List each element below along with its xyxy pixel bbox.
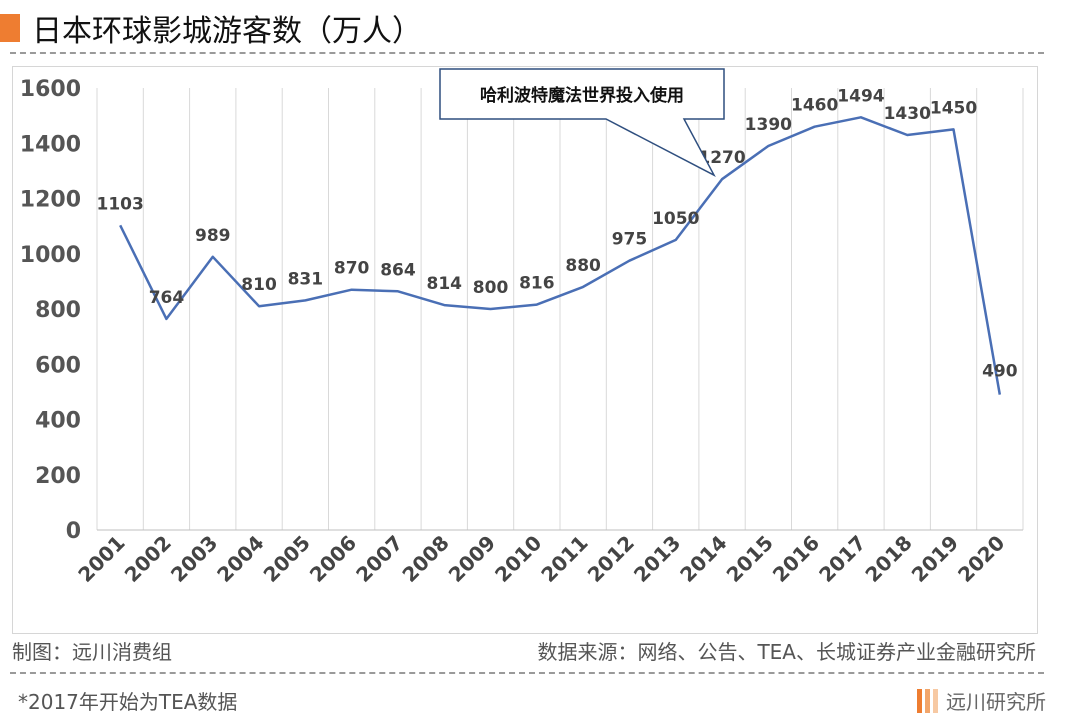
series-line [119,116,1002,395]
y-tick-label: 400 [35,409,81,434]
y-tick-label: 1600 [20,77,81,102]
y-tick-label: 1400 [20,132,81,157]
x-tick-label: 2018 [860,531,916,587]
brand-logo: 远川研究所 [917,686,1046,715]
x-tick-label: 2015 [722,531,778,587]
x-tick-label: 2019 [907,531,963,587]
data-label: 831 [288,269,324,289]
data-label: 880 [565,256,601,276]
line-chart: 0200400600800100012001400160020012002200… [20,68,1024,587]
x-tick-label: 2003 [166,531,222,587]
data-label: 975 [612,230,648,250]
divider-bottom [10,672,1044,674]
made-by-text: 制图：远川消费组 [12,640,172,664]
x-tick-label: 2005 [259,531,315,587]
data-label: 870 [334,259,370,279]
data-label: 1430 [884,104,931,124]
x-tick-label: 2007 [351,531,407,587]
data-label: 989 [195,226,231,246]
y-tick-label: 800 [35,298,81,323]
data-label: 816 [519,274,555,294]
data-label: 1050 [652,209,699,229]
footnote: *2017年开始为TEA数据 [18,690,238,714]
x-tick-label: 2016 [768,531,824,587]
data-label: 800 [473,278,509,298]
page-title: 日本环球影城游客数（万人） [32,14,422,49]
y-tick-label: 1200 [20,188,81,213]
x-tick-label: 2011 [536,531,592,587]
data-label: 490 [982,362,1018,382]
y-tick-label: 200 [35,464,81,489]
x-tick-label: 2013 [629,531,685,587]
data-label: 1270 [698,148,745,168]
x-tick-label: 2004 [212,531,268,587]
y-tick-label: 0 [66,519,81,544]
data-label: 1390 [745,115,792,135]
x-tick-label: 2009 [444,531,500,587]
x-tick-label: 2002 [120,531,176,587]
y-tick-label: 600 [35,353,81,378]
x-tick-label: 2001 [73,531,129,587]
data-label: 1494 [837,86,884,106]
x-tick-label: 2012 [583,531,639,587]
data-label: 764 [149,288,185,308]
data-label: 1450 [930,98,977,118]
x-tick-label: 2010 [490,531,546,587]
x-tick-label: 2006 [305,531,361,587]
chart-frame: 0 200 400 600 800 1000 1200 1400 1600 2001 2002 200… [12,66,1038,634]
data-label: 810 [241,275,277,295]
x-tick-label: 2020 [953,531,1009,587]
annotation-callout [439,68,725,177]
data-label: 1460 [791,96,838,116]
x-tick-label: 2014 [675,531,731,587]
x-tick-label: 2017 [814,531,870,587]
y-tick-label: 1000 [20,243,81,268]
data-label: 1103 [96,194,143,214]
source-text: 数据来源：网络、公告、TEA、长城证券产业金融研究所 [537,640,1036,664]
data-label: 864 [380,260,416,280]
logo-bars-icon [917,688,938,713]
annotation-text: 哈利波特魔法世界投入使用 [480,85,684,106]
data-label: 814 [427,274,463,294]
x-tick-label: 2008 [397,531,453,587]
logo-text: 远川研究所 [946,690,1046,714]
title-accent-bar [0,14,20,42]
divider-top [10,52,1044,54]
